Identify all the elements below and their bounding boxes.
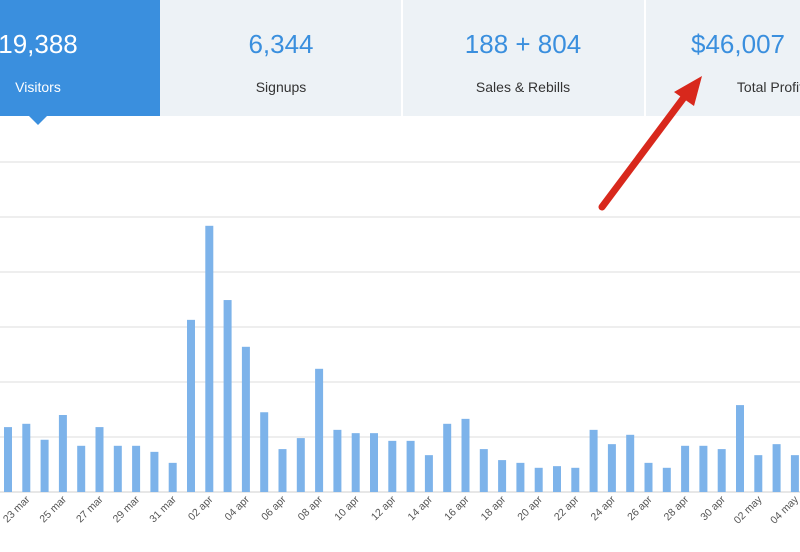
bar bbox=[534, 467, 543, 492]
bar bbox=[278, 449, 287, 492]
bar bbox=[717, 449, 726, 492]
bar bbox=[113, 445, 122, 492]
tile-label[interactable]: Signups bbox=[256, 79, 307, 95]
x-tick-label: 26 apr bbox=[625, 493, 655, 523]
x-tick-label: 22 apr bbox=[552, 493, 582, 523]
bar bbox=[370, 433, 378, 492]
x-tick-label: 24 apr bbox=[588, 493, 618, 523]
x-tick-label: 20 apr bbox=[515, 493, 545, 523]
x-tick-label: 18 apr bbox=[479, 493, 509, 523]
x-tick-label: 31 mar bbox=[147, 493, 179, 525]
bar bbox=[333, 429, 342, 492]
bar bbox=[296, 438, 305, 492]
bar bbox=[754, 455, 763, 492]
tile-value[interactable]: 19,388 bbox=[0, 29, 78, 59]
bar bbox=[424, 455, 433, 492]
tile-value[interactable]: $46,007 bbox=[691, 29, 785, 59]
bar bbox=[479, 449, 488, 492]
bar bbox=[351, 433, 360, 492]
bar bbox=[40, 439, 49, 492]
x-tick-label: 25 mar bbox=[37, 493, 69, 525]
x-tick-label: 28 apr bbox=[662, 493, 692, 523]
x-tick-label: 14 apr bbox=[405, 493, 435, 523]
bar bbox=[772, 444, 781, 492]
x-tick-label: 02 apr bbox=[186, 493, 216, 523]
x-tick-label: 08 apr bbox=[296, 493, 326, 523]
tile-label[interactable]: Sales & Rebills bbox=[476, 79, 570, 95]
bar bbox=[553, 466, 561, 492]
bar bbox=[77, 445, 86, 492]
bar bbox=[4, 427, 12, 492]
bar bbox=[662, 467, 671, 492]
tile-label[interactable]: Visitors bbox=[15, 79, 61, 95]
x-tick-label: 30 apr bbox=[698, 493, 728, 523]
bar bbox=[205, 225, 214, 493]
tile-pointer bbox=[29, 116, 47, 125]
plot: 23 mar 25 mar 27 mar 29 mar 31 mar 02 apr 04 a… bbox=[0, 161, 800, 526]
bar bbox=[516, 462, 525, 492]
x-tick-label: 12 apr bbox=[369, 493, 399, 523]
bar bbox=[168, 462, 177, 492]
bar bbox=[736, 405, 744, 492]
bar bbox=[223, 300, 232, 492]
x-tick-label: 29 mar bbox=[111, 493, 143, 525]
bar bbox=[58, 415, 67, 492]
bar bbox=[626, 434, 635, 492]
bar bbox=[498, 460, 507, 492]
bar bbox=[150, 451, 159, 492]
bar bbox=[260, 412, 269, 492]
bar bbox=[461, 418, 470, 492]
bar bbox=[699, 445, 708, 492]
bar bbox=[95, 427, 104, 492]
annotation-arrow bbox=[598, 76, 702, 211]
tile-value[interactable]: 6,344 bbox=[248, 29, 313, 59]
x-tick-label: 10 apr bbox=[332, 493, 362, 523]
bar bbox=[607, 444, 616, 492]
bar bbox=[644, 462, 653, 492]
x-tick-label: 23 mar bbox=[1, 493, 33, 525]
bar bbox=[132, 445, 141, 492]
bar bbox=[22, 423, 31, 492]
bar bbox=[406, 440, 415, 492]
bar bbox=[315, 368, 324, 492]
x-tick-label: 04 may bbox=[768, 493, 800, 526]
x-tick-label: 06 apr bbox=[259, 493, 289, 523]
x-tick-label: 16 apr bbox=[442, 493, 472, 523]
bar bbox=[589, 429, 598, 492]
bar bbox=[790, 455, 799, 492]
x-tick-label: 02 may bbox=[732, 493, 765, 526]
tile-label[interactable]: Total Profit bbox=[737, 79, 800, 95]
x-tick-label: 27 mar bbox=[74, 493, 106, 525]
bar bbox=[388, 440, 397, 492]
active-tile[interactable] bbox=[0, 0, 160, 116]
bar bbox=[571, 467, 580, 492]
tile-value[interactable]: 188 + 804 bbox=[465, 29, 581, 59]
bar bbox=[241, 346, 250, 492]
bar bbox=[681, 445, 690, 492]
bar bbox=[443, 423, 452, 492]
bar bbox=[187, 319, 195, 492]
x-tick-label: 04 apr bbox=[222, 493, 252, 523]
